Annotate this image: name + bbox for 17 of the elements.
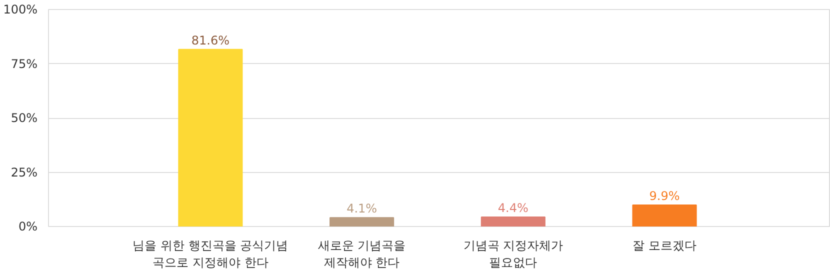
data-label: 81.6%	[191, 33, 230, 48]
y-tick-label: 25%	[10, 165, 38, 180]
bar	[480, 216, 546, 226]
y-tick-label: 0%	[18, 220, 38, 234]
bar	[178, 48, 243, 226]
data-label: 9.9%	[649, 189, 680, 204]
y-tick-label: 100%	[3, 2, 38, 16]
y-tick-label: 75%	[10, 56, 38, 71]
bar	[330, 217, 394, 226]
data-label: 4.1%	[346, 202, 378, 216]
x-tick-label: 잘 모르겠다	[632, 238, 696, 252]
y-tick-label: 50%	[10, 111, 38, 125]
bar	[632, 204, 697, 226]
data-label: 4.4%	[498, 200, 528, 215]
x-tick-label: 님을 위한 행진곡을 공식기념 곡으로 지정해야 한다	[132, 238, 288, 270]
x-tick-label: 새로운 기념곡을 제작해야 한다	[318, 238, 406, 270]
x-tick-label: 기념곡 지정자체가 필요없다	[463, 238, 564, 270]
